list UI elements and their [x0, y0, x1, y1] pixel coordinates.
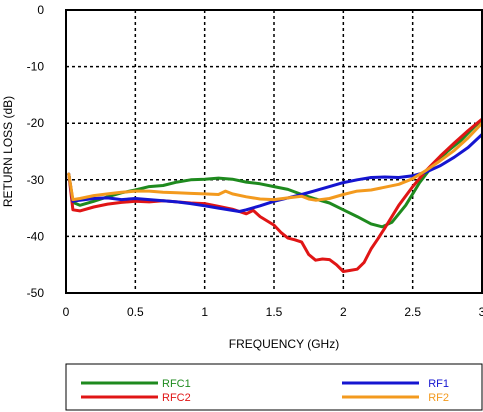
x-tick-label: 0.5	[127, 305, 144, 319]
series-line-rf1	[67, 133, 483, 213]
legend: RFC1 RFC2 RF1 RF2	[65, 363, 483, 411]
y-tick-label: -30	[27, 173, 45, 187]
legend-label-rf1: RF1	[428, 378, 449, 390]
x-axis-title: FREQUENCY (GHz)	[229, 337, 339, 351]
y-tick-label: -10	[27, 60, 45, 74]
legend-label-rf2: RF2	[428, 392, 449, 404]
y-tick-label: -20	[27, 116, 45, 130]
y-tick-label: -50	[27, 286, 45, 300]
grid-lines	[66, 10, 482, 293]
x-tick-label: 1	[201, 305, 208, 319]
x-tick-label: 2	[340, 305, 347, 319]
y-tick-label: 0	[37, 3, 44, 17]
plot-area-frame	[65, 9, 483, 294]
legend-label-rfc2: RFC2	[162, 392, 191, 404]
x-tick-label: 2.5	[404, 305, 421, 319]
y-tick-label: -40	[27, 229, 45, 243]
series-line-rfc2	[67, 117, 483, 273]
x-tick-label: 0	[63, 305, 70, 319]
y-axis-title: RETURN LOSS (dB)	[1, 96, 15, 207]
series-lines	[67, 117, 483, 273]
legend-label-rfc1: RFC1	[162, 378, 191, 390]
x-tick-label: 1.5	[266, 305, 283, 319]
legend-frame	[65, 363, 483, 411]
series-line-rf2	[67, 121, 483, 202]
axis-ticks: 0 0.5 1 1.5 2 2.5 3 0 -10 -20 -30 -40 -50	[27, 3, 483, 319]
x-tick-label: 3	[479, 305, 483, 319]
